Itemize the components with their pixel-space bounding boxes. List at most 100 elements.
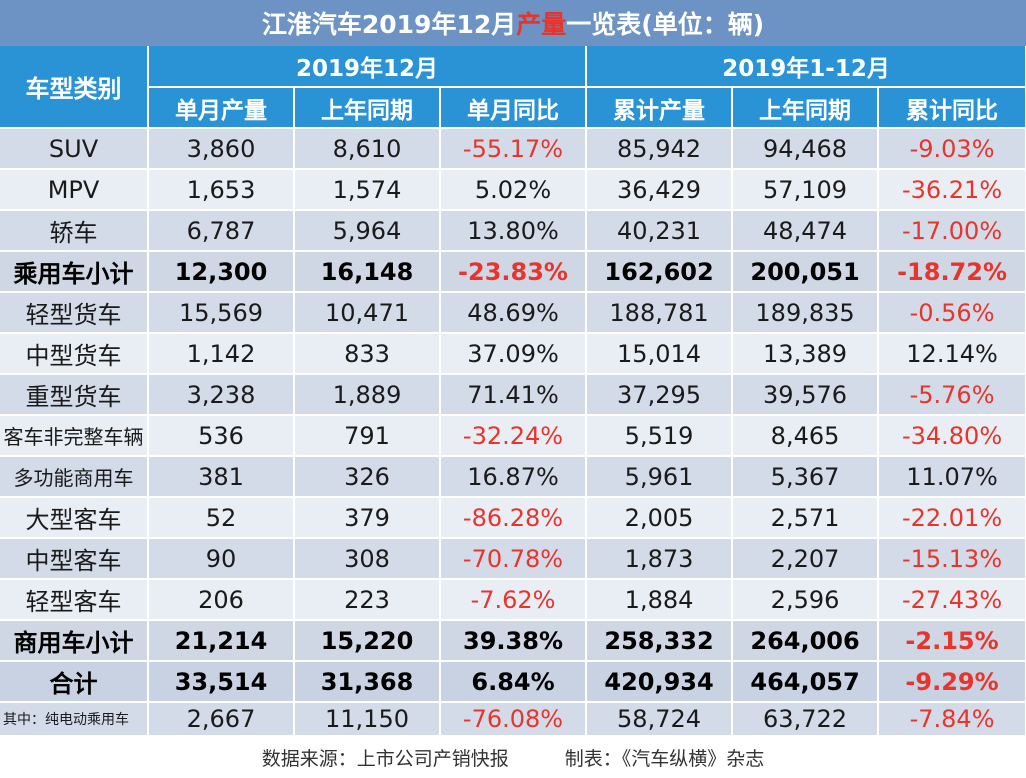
row-cell: -5.76% [878, 374, 1026, 416]
table-row: 大型客车 52 379 -86.28% 2,005 2,571 -22.01% [0, 497, 1026, 539]
row-cell: 48,474 [732, 210, 880, 252]
title-highlight: 产量 [516, 10, 567, 39]
table-row: 轻型货车 15,569 10,471 48.69% 188,781 189,835 -0.5… [0, 292, 1026, 334]
row-category: 轻型客车 [0, 579, 149, 621]
row-cell: 37.09% [440, 333, 588, 375]
row-cell: 48.69% [440, 292, 588, 334]
row-category: 其中：纯电动乘用车 [0, 702, 149, 737]
row-cell: 464,057 [732, 661, 880, 703]
table-row: 乘用车小计 12,300 16,148 -23.83% 162,602 200,051 -1… [0, 251, 1026, 293]
title-suffix: 一览表(单位：辆) [566, 10, 765, 39]
row-cell: 5,519 [586, 415, 734, 457]
row-category: 合计 [0, 661, 149, 703]
header-row-periods: 车型类别 2019年12月 2019年1-12月 [0, 46, 1026, 129]
row-category: 轿车 [0, 210, 149, 252]
row-cell: -22.01% [878, 497, 1026, 539]
row-category: 大型客车 [0, 497, 149, 539]
header-row-columns: 单月产量 上年同期 单月同比 累计产量 上年同期 累计同比 [0, 87, 1026, 129]
row-cell: 189,835 [732, 292, 880, 334]
table-row: 合计 33,514 31,368 6.84% 420,934 464,057 -9.29% [0, 661, 1026, 703]
row-cell: 2,571 [732, 497, 880, 539]
row-cell: 57,109 [732, 169, 880, 211]
row-cell: 15,014 [586, 333, 734, 375]
row-cell: 58,724 [586, 702, 734, 737]
row-cell: 8,465 [732, 415, 880, 457]
row-cell: 200,051 [732, 251, 880, 293]
row-cell: 1,884 [586, 579, 734, 621]
row-cell: 15,569 [148, 292, 295, 334]
row-cell: 264,006 [732, 620, 880, 662]
row-cell: 39.38% [440, 620, 588, 662]
header-ytd-prev-year: 上年同期 [732, 87, 880, 129]
row-cell: -2.15% [878, 620, 1026, 662]
row-cell: 40,231 [586, 210, 734, 252]
row-cell: -23.83% [440, 251, 588, 293]
row-cell: 71.41% [440, 374, 588, 416]
row-cell: -9.03% [878, 128, 1026, 170]
row-cell: -36.21% [878, 169, 1026, 211]
table-row: 商用车小计 21,214 15,220 39.38% 258,332 264,006 -2.… [0, 620, 1026, 662]
row-cell: 188,781 [586, 292, 734, 334]
table-row: MPV 1,653 1,574 5.02% 36,429 57,109 -36.21% [0, 169, 1026, 211]
row-cell: 536 [148, 415, 295, 457]
row-cell: 8,610 [294, 128, 441, 170]
row-cell: -0.56% [878, 292, 1026, 334]
row-cell: -32.24% [440, 415, 588, 457]
row-cell: 420,934 [586, 661, 734, 703]
header-month-yoy: 单月同比 [440, 87, 588, 129]
table-footer: 数据来源：上市公司产销快报 制表：《汽车纵横》杂志 [0, 736, 1026, 778]
row-cell: 15,220 [294, 620, 441, 662]
table-row: 其中：纯电动乘用车 2,667 11,150 -76.08% 58,724 63,722-… [0, 702, 1026, 737]
table-row: 重型货车 3,238 1,889 71.41% 37,295 39,576 -5.76% [0, 374, 1026, 416]
header-ytd-output: 累计产量 [586, 87, 734, 129]
row-cell: 13.80% [440, 210, 588, 252]
header-month-prev-year: 上年同期 [294, 87, 441, 129]
row-cell: 33,514 [148, 661, 295, 703]
table-row: SUV 3,860 8,610 -55.17% 85,942 94,468 -9.03% [0, 128, 1026, 170]
row-cell: -70.78% [440, 538, 588, 580]
header-monthly-output: 单月产量 [148, 87, 295, 129]
row-cell: 6,787 [148, 210, 295, 252]
row-cell: 791 [294, 415, 441, 457]
row-cell: 36,429 [586, 169, 734, 211]
row-cell: 21,214 [148, 620, 295, 662]
row-cell: 3,238 [148, 374, 295, 416]
footer-source: 数据来源：上市公司产销快报 [261, 747, 509, 770]
row-cell: 2,667 [148, 702, 295, 737]
row-cell: 833 [294, 333, 441, 375]
row-cell: -17.00% [878, 210, 1026, 252]
row-cell: 12.14% [878, 333, 1026, 375]
row-cell: 1,142 [148, 333, 295, 375]
row-cell: 1,653 [148, 169, 295, 211]
row-category: MPV [0, 169, 149, 211]
row-cell: 206 [148, 579, 295, 621]
row-cell: 5,964 [294, 210, 441, 252]
row-cell: 6.84% [440, 661, 588, 703]
row-cell: -7.84% [878, 702, 1026, 737]
row-cell: 2,207 [732, 538, 880, 580]
row-cell: 39,576 [732, 374, 880, 416]
table-row: 中型客车 90 308 -70.78% 1,873 2,207 -15.13% [0, 538, 1026, 580]
row-category: 商用车小计 [0, 620, 149, 662]
footer-made-by: 制表：《汽车纵横》杂志 [564, 747, 765, 770]
header-period-ytd: 2019年1-12月 [586, 46, 1026, 88]
row-category: 中型客车 [0, 538, 149, 580]
row-cell: 85,942 [586, 128, 734, 170]
row-cell: -18.72% [878, 251, 1026, 293]
row-category: SUV [0, 128, 149, 170]
row-cell: -7.62% [440, 579, 588, 621]
row-cell: 5,367 [732, 456, 880, 498]
row-cell: -55.17% [440, 128, 588, 170]
row-cell: 5.02% [440, 169, 588, 211]
row-cell: -86.28% [440, 497, 588, 539]
row-cell: 10,471 [294, 292, 441, 334]
row-cell: -9.29% [878, 661, 1026, 703]
table-body: SUV 3,860 8,610 -55.17% 85,942 94,468 -9.03% MP… [0, 128, 1026, 737]
row-category: 轻型货车 [0, 292, 149, 334]
row-cell: 2,005 [586, 497, 734, 539]
row-cell: 3,860 [148, 128, 295, 170]
row-cell: 13,389 [732, 333, 880, 375]
table-row: 轿车 6,787 5,964 13.80% 40,231 48,474 -17.00% [0, 210, 1026, 252]
header-ytd-yoy: 累计同比 [878, 87, 1026, 129]
